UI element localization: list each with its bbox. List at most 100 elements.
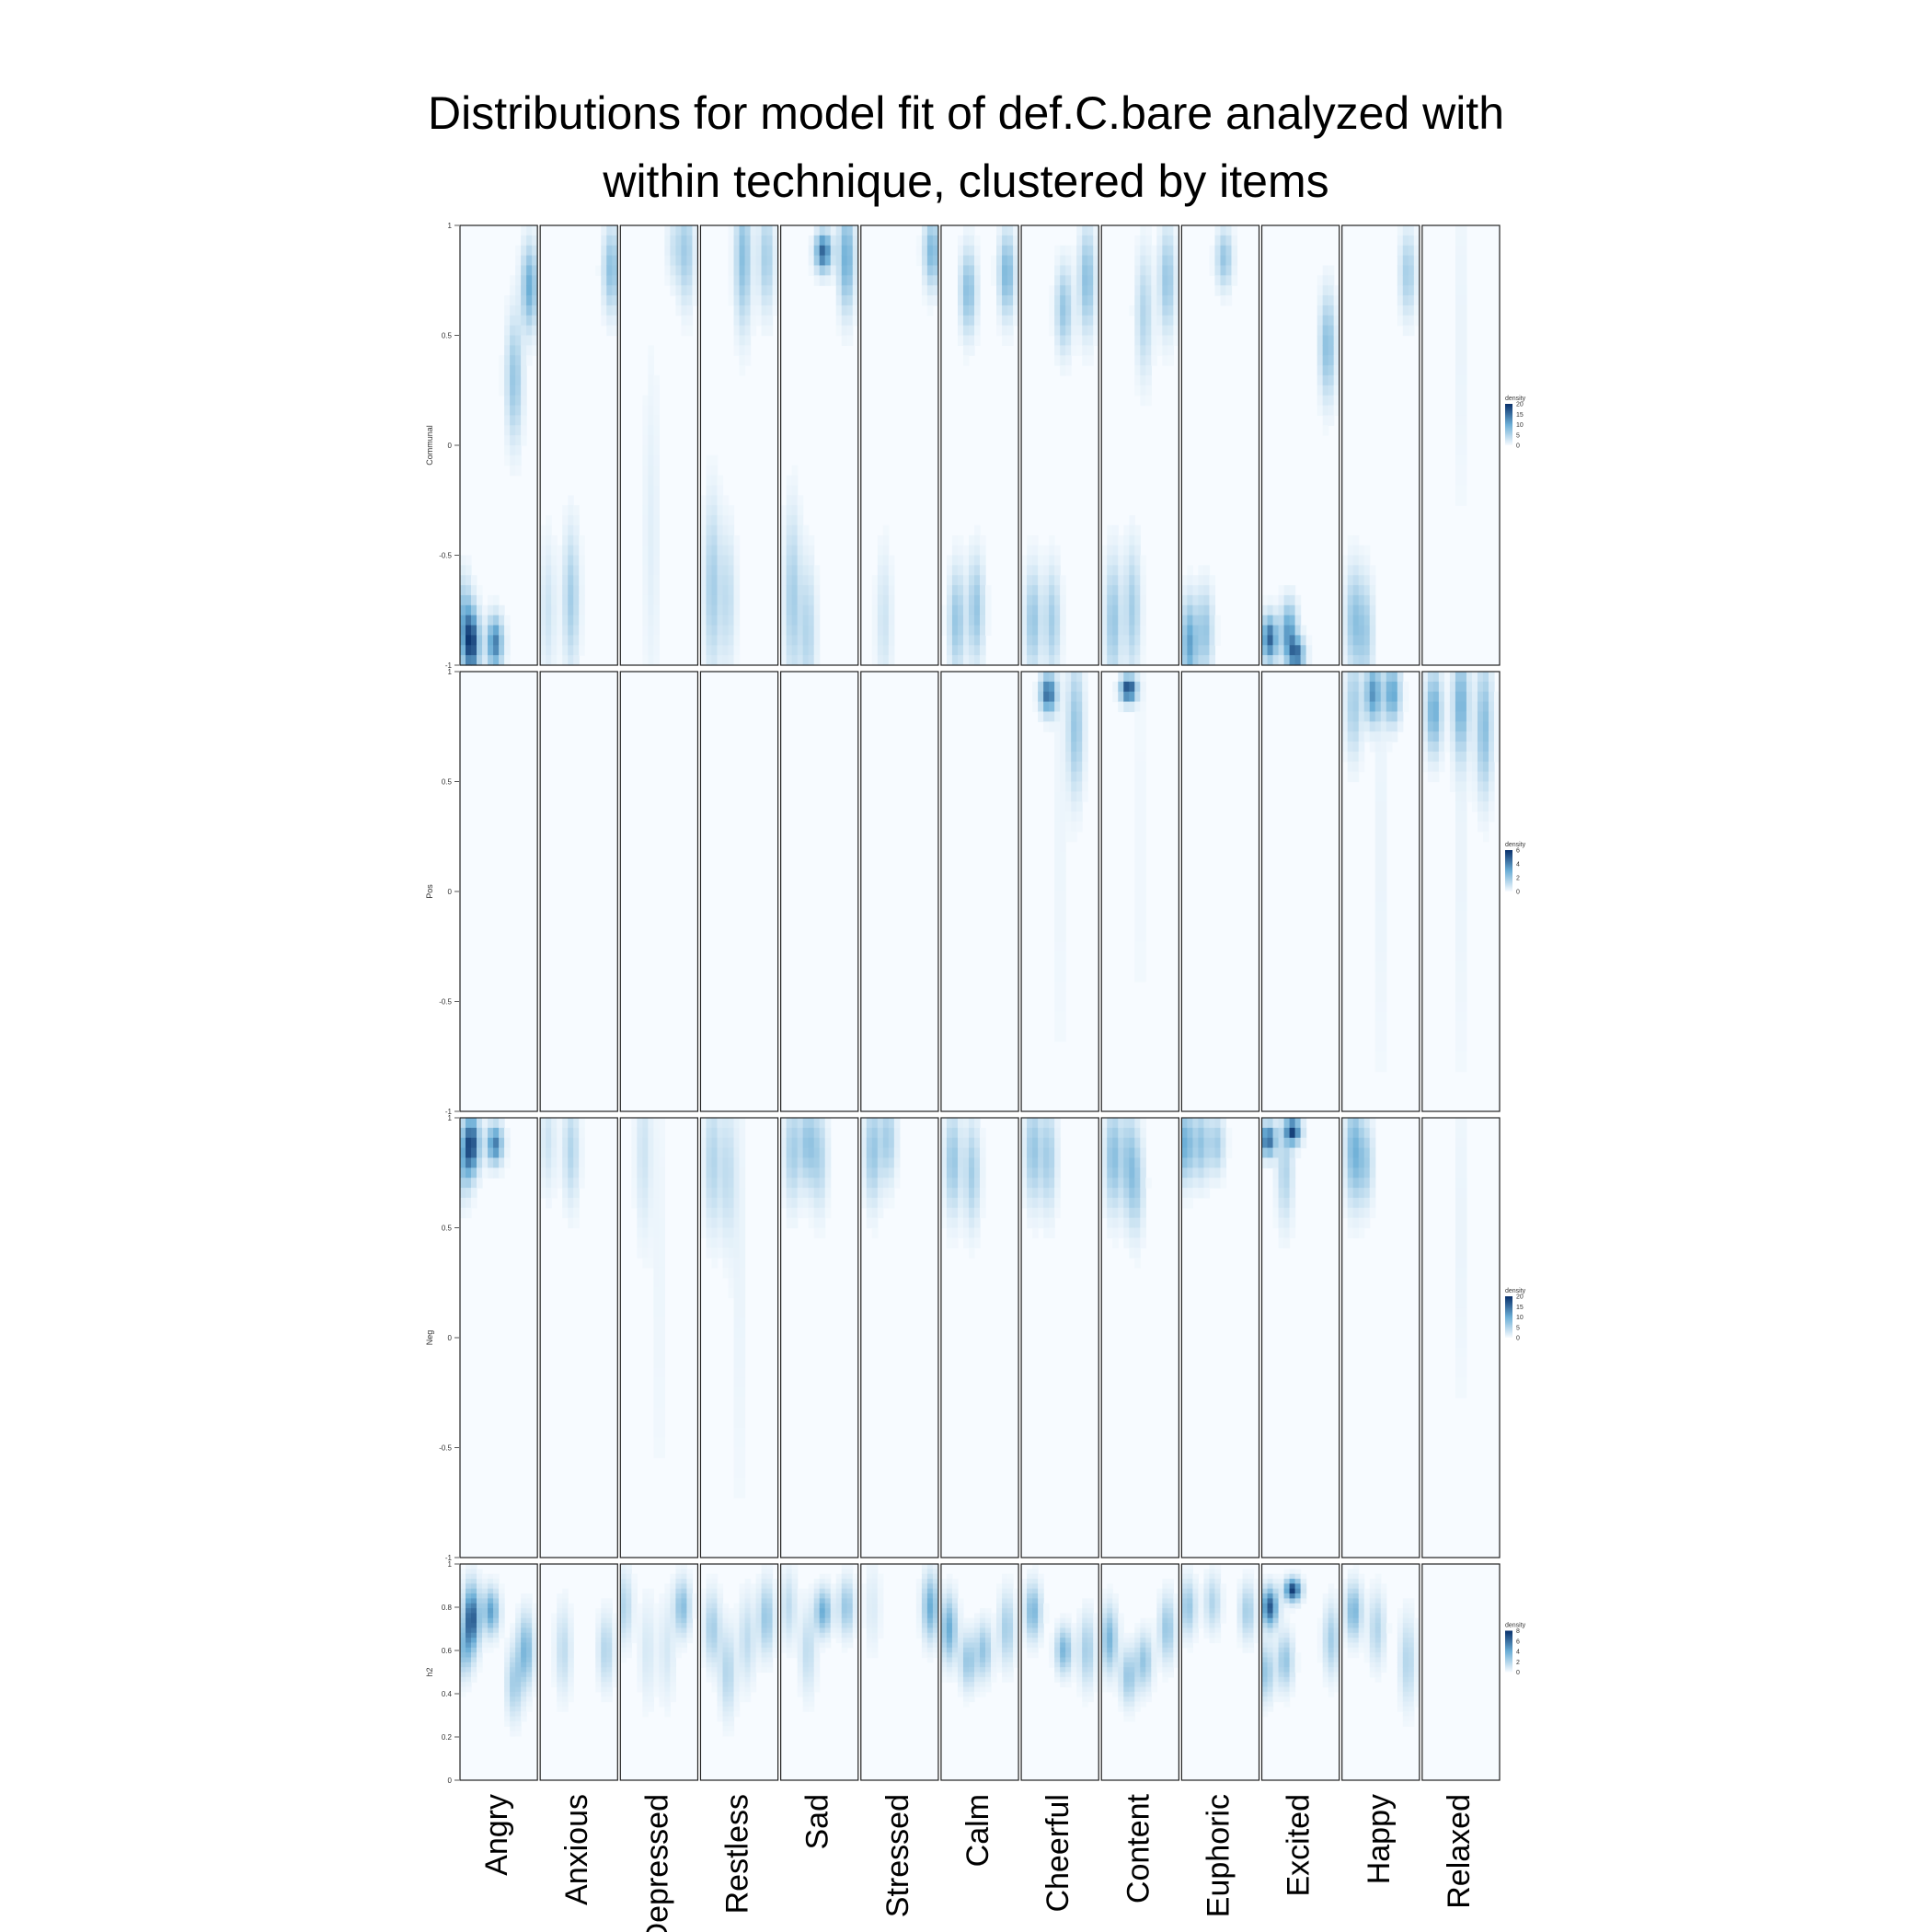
- density-cell: [466, 1608, 472, 1615]
- y-tick-label: -1: [445, 1554, 453, 1562]
- density-cell: [968, 235, 975, 247]
- density-cell: [1060, 325, 1066, 337]
- density-cell: [744, 1593, 752, 1599]
- density-cell: [532, 325, 538, 337]
- density-cell: [653, 374, 660, 386]
- density-cell: [626, 1593, 632, 1599]
- density-cell: [526, 1593, 533, 1599]
- panel-border: [1100, 224, 1179, 666]
- density-cell: [510, 315, 516, 327]
- density-cell: [1466, 761, 1473, 773]
- density-cell: [1129, 1248, 1135, 1259]
- density-cell: [1071, 711, 1077, 722]
- density-cell: [562, 1598, 569, 1604]
- panel-background: [1181, 672, 1259, 1111]
- density-cell: [1187, 1197, 1194, 1209]
- density-cell: [568, 1613, 574, 1619]
- density-cell: [1049, 1157, 1055, 1168]
- density-cell: [860, 1137, 868, 1149]
- density-cell: [1140, 1237, 1146, 1248]
- density-cell: [521, 1706, 527, 1712]
- density-cell: [562, 1593, 569, 1599]
- density-cell: [728, 285, 735, 296]
- density-cell: [1352, 604, 1360, 616]
- density-cell: [510, 445, 516, 456]
- density-cell: [642, 635, 649, 646]
- density-cell: [973, 1237, 981, 1248]
- density-cell: [871, 1217, 879, 1229]
- density-cell: [1466, 721, 1473, 732]
- density-cell: [962, 545, 970, 557]
- density-cell: [664, 1647, 672, 1653]
- density-cell: [1482, 781, 1489, 792]
- density-cell: [1082, 742, 1088, 753]
- density-cell: [780, 1613, 788, 1619]
- density-cell: [568, 495, 574, 506]
- density-cell: [808, 635, 815, 646]
- density-cell: [526, 1647, 533, 1653]
- density-cell: [786, 615, 793, 627]
- density-cell: [1322, 315, 1329, 327]
- density-cell: [1140, 335, 1146, 346]
- density-cell: [526, 1617, 533, 1624]
- density-cell: [711, 1672, 719, 1678]
- density-cell: [1317, 335, 1324, 346]
- density-cell: [515, 325, 522, 337]
- density-cell: [824, 235, 832, 247]
- density-cell: [841, 315, 848, 327]
- density-cell: [515, 295, 522, 306]
- density-cell: [1374, 731, 1382, 742]
- density-cell: [739, 1297, 746, 1309]
- density-cell: [1214, 275, 1222, 286]
- density-cell: [1493, 711, 1501, 722]
- density-cell: [601, 1603, 607, 1609]
- density-cell: [1038, 585, 1044, 596]
- density-cell: [1054, 951, 1061, 962]
- density-cell: [659, 1317, 665, 1328]
- density-cell: [1118, 535, 1124, 546]
- density-cell: [1380, 931, 1387, 942]
- density-cell: [1488, 801, 1495, 812]
- density-cell: [1076, 771, 1083, 783]
- density-cell: [568, 1682, 574, 1688]
- density-cell: [686, 285, 694, 296]
- density-cell: [551, 1638, 558, 1644]
- density-cell: [755, 1598, 763, 1604]
- density-cell: [1038, 711, 1044, 722]
- density-cell: [1167, 285, 1174, 296]
- density-cell: [466, 1642, 472, 1649]
- density-cell: [973, 235, 981, 247]
- density-cell: [482, 1623, 489, 1629]
- density-cell: [1283, 1207, 1291, 1219]
- density-cell: [1220, 255, 1227, 267]
- density-cell: [711, 625, 719, 637]
- density-cell: [1427, 691, 1434, 703]
- density-cell: [744, 305, 752, 316]
- density-cell: [482, 1598, 489, 1604]
- density-cell: [1449, 691, 1456, 703]
- density-cell: [802, 1147, 810, 1159]
- density-cell: [728, 1657, 735, 1663]
- density-cell: [772, 1632, 779, 1639]
- density-cell: [488, 1638, 494, 1644]
- density-cell: [1352, 615, 1360, 627]
- density-cell: [744, 1672, 752, 1678]
- density-cell: [728, 1676, 735, 1683]
- density-cell: [1460, 1118, 1467, 1129]
- density-cell: [653, 1417, 660, 1429]
- density-cell: [980, 575, 986, 586]
- density-cell: [1363, 711, 1371, 722]
- density-cell: [568, 1603, 574, 1609]
- density-cell: [653, 565, 660, 576]
- density-cell: [1402, 305, 1409, 316]
- density-cell: [733, 1377, 741, 1388]
- density-cell: [996, 235, 1003, 247]
- density-cell: [546, 625, 552, 637]
- density-cell: [1347, 535, 1354, 546]
- density-cell: [659, 1638, 665, 1644]
- density-cell: [1054, 1147, 1061, 1159]
- density-cell: [1032, 1197, 1039, 1209]
- density-cell: [866, 1178, 873, 1189]
- density-cell: [1060, 691, 1066, 703]
- density-cell: [1043, 1227, 1050, 1238]
